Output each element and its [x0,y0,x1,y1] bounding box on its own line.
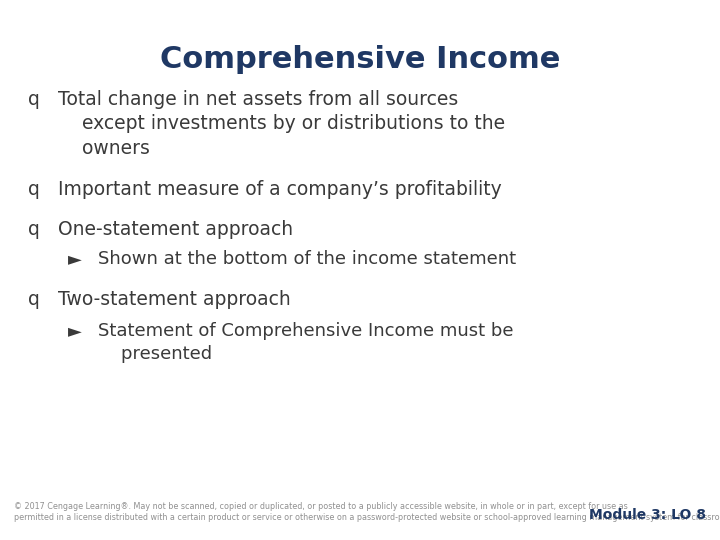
Text: © 2017 Cengage Learning®. May not be scanned, copied or duplicated, or posted to: © 2017 Cengage Learning®. May not be sca… [14,502,720,522]
Text: q: q [28,180,40,199]
Text: q: q [28,90,40,109]
Text: Module 3: LO 8: Module 3: LO 8 [589,508,706,522]
Text: q: q [28,220,40,239]
Text: One-statement approach: One-statement approach [58,220,293,239]
Text: Shown at the bottom of the income statement: Shown at the bottom of the income statem… [98,250,516,268]
Text: Comprehensive Income: Comprehensive Income [160,45,560,74]
Text: ►: ► [68,250,82,268]
Text: Total change in net assets from all sources
    except investments by or distrib: Total change in net assets from all sour… [58,90,505,158]
Text: Two-statement approach: Two-statement approach [58,290,291,309]
Text: ►: ► [68,322,82,340]
Text: q: q [28,290,40,309]
Text: Important measure of a company’s profitability: Important measure of a company’s profita… [58,180,502,199]
Text: Statement of Comprehensive Income must be
    presented: Statement of Comprehensive Income must b… [98,322,513,363]
